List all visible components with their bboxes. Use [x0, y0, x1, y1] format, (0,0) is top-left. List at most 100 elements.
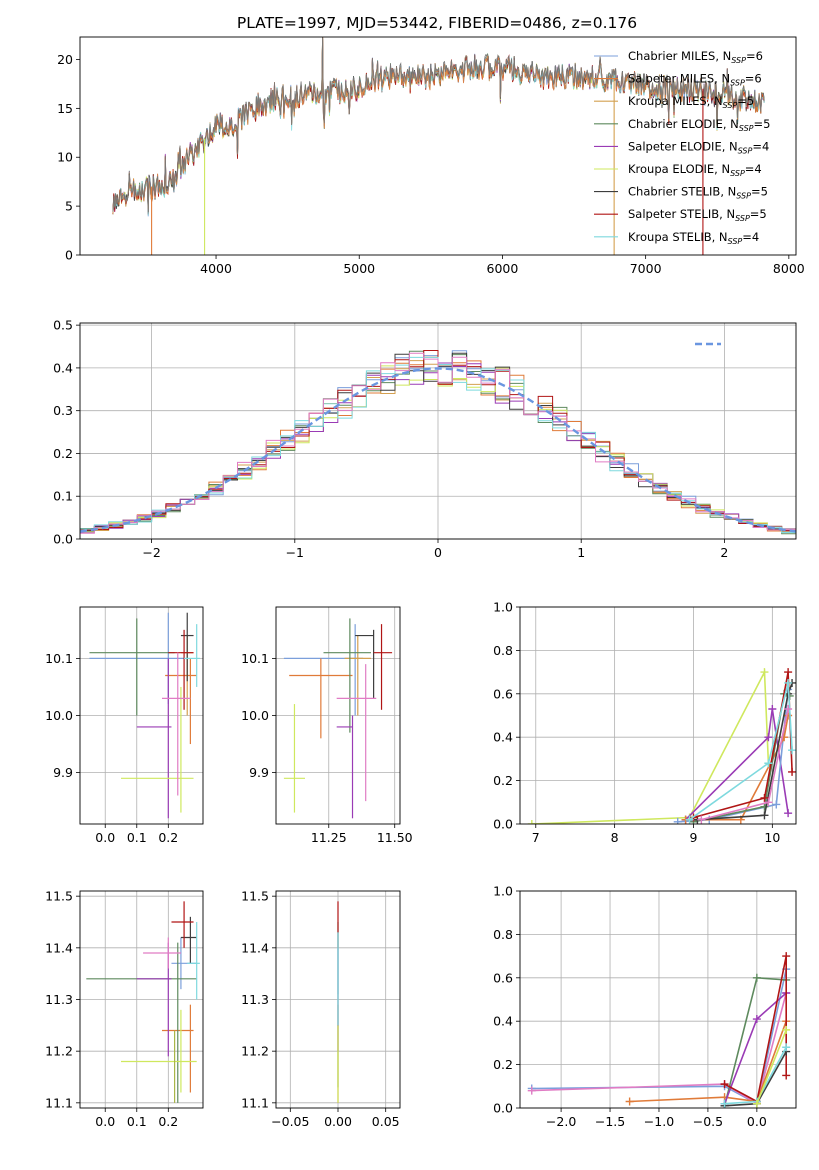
- x-tick-label: 8: [611, 830, 619, 845]
- figure-title: PLATE=1997, MJD=53442, FIBERID=0486, z=0…: [237, 14, 637, 32]
- x-tick-label: 4000: [200, 261, 232, 276]
- y-tick-label: 9.9: [249, 765, 269, 780]
- weight-line: [724, 955, 787, 1103]
- weight-line: [756, 1029, 787, 1104]
- x-tick-label: 7000: [630, 261, 662, 276]
- weight-marker: [782, 1025, 791, 1034]
- x-tick-label: 2: [720, 545, 728, 560]
- weight-marker: [685, 815, 694, 824]
- x-tick-label: 0.2: [158, 1114, 178, 1129]
- residuals-panel: −2 −1 0 1 2 0.0 0.1 0.2 0.3 0.4 0.5: [53, 318, 797, 560]
- weight-marker: [760, 793, 769, 802]
- weight-marker: [752, 1099, 761, 1108]
- weight-marker: [527, 820, 536, 824]
- weight-line: [531, 992, 787, 1105]
- y-tick-label: 0.2: [493, 773, 513, 788]
- weight-marker: [720, 1099, 729, 1108]
- mass-age-panel: 11.25 11.50 9.9 10.0 10.1: [241, 606, 413, 845]
- errorbar-group: [86, 901, 200, 1103]
- y-tick-label: 0.4: [493, 1014, 513, 1029]
- x-tick-label: −2.0: [546, 1114, 576, 1129]
- y-tick-label: 15: [57, 101, 73, 116]
- x-tick-label: 0.0: [95, 830, 115, 845]
- weight-marker: [782, 1071, 791, 1080]
- y-tick-label: 5: [65, 199, 73, 214]
- weight-line: [629, 1020, 787, 1103]
- x-tick-label: −1: [286, 545, 304, 560]
- weight-line: [685, 715, 789, 821]
- weight-marker: [697, 815, 706, 824]
- y-tick-label: 0.8: [493, 643, 513, 658]
- y-tick-label: 20: [57, 52, 73, 67]
- weight-lines: [527, 668, 796, 824]
- x-tick-label: −1.5: [595, 1114, 625, 1129]
- weight-marker: [788, 746, 796, 755]
- y-tick-label: 1.0: [493, 884, 513, 899]
- age-weight-panel: 7 8 9 10 0.0 0.2 0.4 0.6 0.8 1.0: [493, 600, 797, 845]
- x-tick-label: 1: [577, 545, 585, 560]
- weight-marker: [764, 798, 773, 807]
- y-tick-label: 11.2: [241, 1044, 269, 1059]
- y-tick-label: 10.0: [241, 708, 269, 723]
- axes-frame: [275, 890, 401, 1109]
- x-tick-label: 0: [434, 545, 442, 560]
- y-tick-label: 11.3: [45, 992, 73, 1007]
- x-tick-label: 0.2: [158, 830, 178, 845]
- y-tick-label: 0: [65, 248, 73, 263]
- x-tick-label: 7: [532, 830, 540, 845]
- legend-entry: Chabrier STELIB, NSSP=5: [628, 185, 768, 201]
- weight-marker: [764, 733, 773, 742]
- y-tick-label: 9.9: [53, 765, 73, 780]
- weight-marker: [784, 668, 793, 677]
- weight-marker: [788, 767, 796, 776]
- x-tick-label: 5000: [343, 261, 375, 276]
- weight-marker: [752, 1015, 761, 1024]
- weight-marker: [782, 1043, 791, 1052]
- x-tick-label: 0.0: [95, 1114, 115, 1129]
- x-tick-label: 11.50: [377, 830, 413, 845]
- weight-marker: [752, 973, 761, 982]
- weight-line: [693, 692, 790, 823]
- legend-entry: Salpeter ELODIE, NSSP=4: [628, 139, 769, 155]
- axes-frame: [79, 322, 797, 540]
- z-age-panel: 0.0 0.1 0.2 9.9 10.0 10.1: [45, 606, 204, 845]
- weight-marker: [784, 678, 793, 687]
- legend-entry: Kroupa STELIB, NSSP=4: [628, 230, 759, 246]
- y-tick-label: 10: [57, 150, 73, 165]
- x-tick-label: 6000: [487, 261, 519, 276]
- x-tick-label: 0.00: [324, 1114, 352, 1129]
- y-tick-label: 0.3: [53, 403, 73, 418]
- weight-marker: [760, 811, 769, 820]
- x-tick-label: 8000: [773, 261, 805, 276]
- x-tick-label: 0.1: [127, 830, 147, 845]
- weight-marker: [673, 817, 682, 824]
- spectrum-panel: 4000 5000 6000 7000 8000 0 5 10 15 20 Chabrier MIL…: [57, 36, 805, 276]
- x-tick-label: 11.25: [311, 830, 347, 845]
- axes-frame: [519, 890, 797, 1109]
- x-tick-label: −1.0: [644, 1114, 674, 1129]
- weight-marker: [760, 668, 769, 677]
- y-tick-label: 0.0: [493, 1101, 513, 1116]
- weight-marker: [784, 704, 793, 713]
- y-tick-label: 11.5: [241, 889, 269, 904]
- legend-entry: Salpeter MILES, NSSP=6: [628, 72, 762, 88]
- observed-spectrum-line: [112, 37, 765, 213]
- y-tick-label: 0.1: [53, 489, 73, 504]
- legend-entry: Kroupa MILES, NSSP=5: [628, 94, 754, 110]
- y-tick-label: 0.2: [53, 446, 73, 461]
- y-tick-label: 0.4: [493, 730, 513, 745]
- y-tick-label: 0.6: [493, 970, 513, 985]
- axes-frame: [79, 606, 204, 825]
- weight-lines: [527, 952, 791, 1108]
- weight-marker: [625, 1097, 634, 1106]
- y-tick-label: 11.4: [45, 940, 73, 955]
- weight-line: [723, 976, 787, 1106]
- x-tick-label: 0.1: [127, 1114, 147, 1129]
- y-tick-label: 0.4: [53, 360, 73, 375]
- histogram-group: [80, 350, 796, 539]
- z-mass-panel: 0.0 0.1 0.2 11.1 11.2 11.3 11.4 11.5: [45, 889, 204, 1129]
- x-tick-label: 10: [764, 830, 780, 845]
- weight-line: [697, 682, 793, 821]
- weight-marker: [720, 1080, 729, 1089]
